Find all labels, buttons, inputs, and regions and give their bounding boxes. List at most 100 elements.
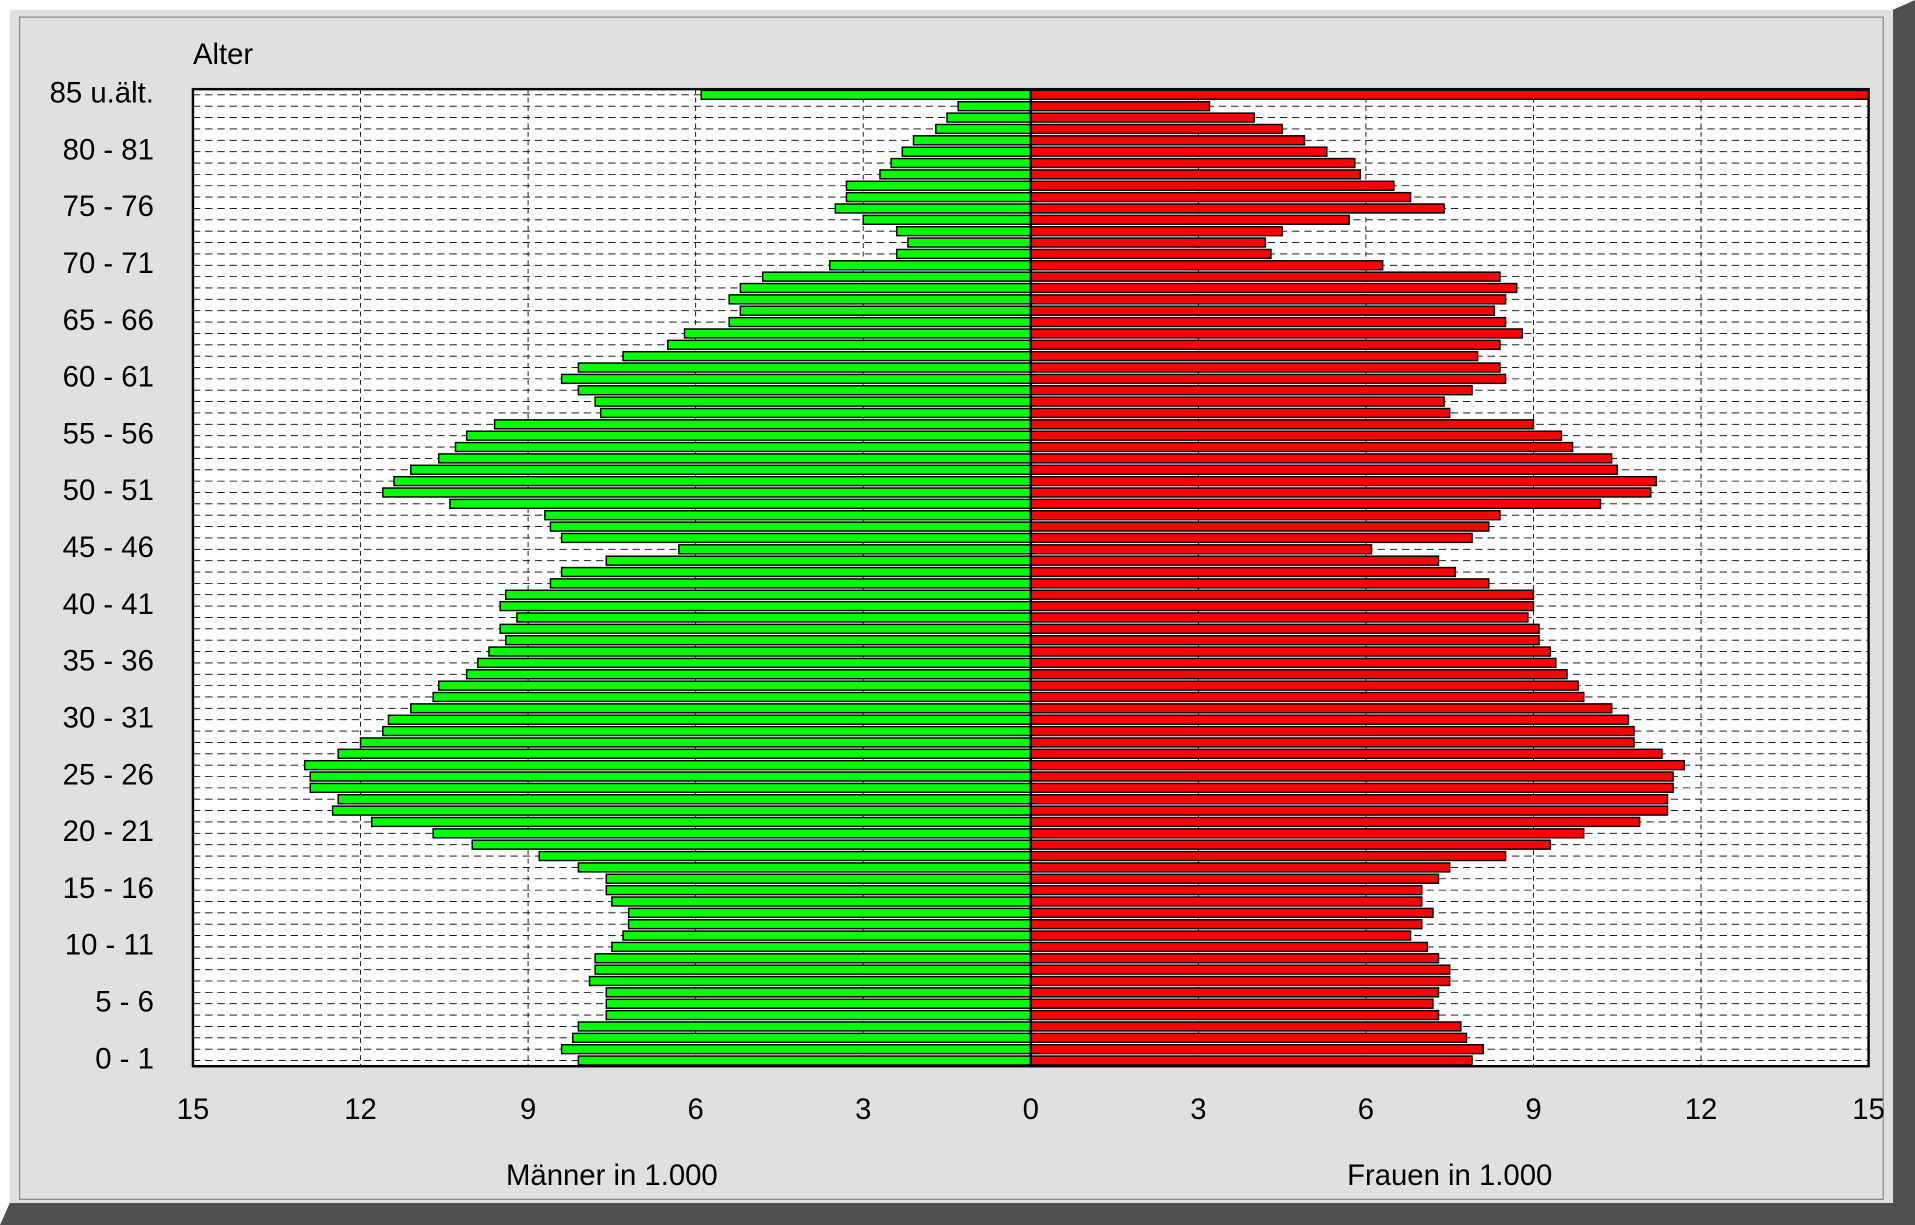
bar bbox=[505, 634, 1032, 646]
bar bbox=[393, 475, 1032, 487]
bar bbox=[1030, 123, 1283, 135]
bar bbox=[488, 646, 1032, 657]
bar bbox=[1030, 294, 1507, 305]
bar bbox=[1030, 441, 1574, 453]
y-tick-label: 55 - 56 bbox=[63, 417, 154, 450]
bar bbox=[1030, 135, 1306, 146]
bar bbox=[1030, 862, 1451, 873]
bar bbox=[1030, 839, 1551, 850]
bar bbox=[1030, 703, 1613, 714]
bar bbox=[1030, 998, 1434, 1009]
y-tick-label: 10 - 11 bbox=[65, 929, 154, 962]
bar bbox=[1030, 510, 1501, 521]
bar bbox=[370, 816, 1032, 828]
bar bbox=[437, 680, 1032, 691]
y-tick-label: 20 - 21 bbox=[63, 815, 154, 848]
bar bbox=[935, 123, 1032, 135]
bar bbox=[828, 260, 1032, 271]
bar bbox=[1030, 578, 1490, 589]
bar bbox=[901, 146, 1032, 157]
x-tick-label: 12 bbox=[344, 1093, 377, 1126]
bar bbox=[1030, 714, 1630, 725]
bar bbox=[1030, 248, 1272, 260]
bar bbox=[337, 748, 1032, 759]
bar bbox=[449, 498, 1032, 510]
bar bbox=[761, 271, 1032, 282]
bar bbox=[499, 623, 1032, 635]
bar bbox=[946, 112, 1032, 123]
bar bbox=[605, 884, 1032, 896]
bar bbox=[1030, 1055, 1473, 1066]
bar bbox=[577, 362, 1032, 373]
bar bbox=[1030, 521, 1490, 532]
bar bbox=[1030, 941, 1429, 953]
x-tick-label: 9 bbox=[520, 1093, 536, 1126]
bar bbox=[611, 941, 1032, 953]
bar bbox=[728, 316, 1032, 328]
bar bbox=[1030, 362, 1501, 373]
y-tick-label: 30 - 31 bbox=[63, 701, 154, 734]
bar bbox=[1030, 646, 1551, 657]
bar bbox=[560, 373, 1032, 385]
bar bbox=[611, 896, 1032, 907]
bar bbox=[1030, 623, 1540, 635]
bar bbox=[1030, 101, 1211, 112]
bar bbox=[1030, 464, 1618, 475]
bar bbox=[1030, 930, 1412, 941]
x-tick-label: 15 bbox=[177, 1093, 210, 1126]
bar bbox=[1030, 305, 1496, 316]
bar bbox=[1030, 157, 1356, 169]
y-tick-label: 70 - 71 bbox=[63, 247, 154, 280]
bar bbox=[605, 987, 1032, 998]
bar bbox=[560, 532, 1032, 544]
bar bbox=[437, 453, 1032, 464]
bar bbox=[890, 157, 1032, 169]
bar bbox=[1030, 328, 1524, 339]
bar bbox=[1030, 350, 1479, 362]
bar bbox=[1030, 680, 1579, 691]
bar bbox=[862, 214, 1032, 226]
bar bbox=[605, 1009, 1032, 1021]
plot-border bbox=[191, 87, 1870, 1068]
bar bbox=[1030, 1032, 1468, 1044]
bar bbox=[907, 237, 1032, 248]
bar bbox=[845, 180, 1032, 191]
bar bbox=[465, 669, 1032, 680]
y-tick-label: 65 - 66 bbox=[63, 304, 154, 337]
y-tick-label: 0 - 1 bbox=[95, 1042, 154, 1075]
bar bbox=[845, 191, 1032, 203]
bar bbox=[577, 862, 1032, 873]
bar bbox=[1030, 385, 1473, 396]
bar bbox=[1030, 669, 1568, 680]
bar bbox=[1030, 657, 1557, 669]
bar bbox=[1030, 1021, 1462, 1032]
x-tick-label: 6 bbox=[688, 1093, 704, 1126]
bar bbox=[594, 964, 1032, 975]
x-tick-label: 15 bbox=[1852, 1093, 1885, 1126]
bar bbox=[1030, 225, 1283, 237]
bar bbox=[1030, 896, 1423, 907]
bar bbox=[538, 850, 1032, 862]
bar bbox=[1030, 987, 1440, 998]
bar bbox=[599, 407, 1032, 419]
bar bbox=[382, 725, 1032, 737]
bar bbox=[1030, 850, 1507, 862]
bar bbox=[516, 612, 1032, 623]
bar bbox=[410, 703, 1032, 714]
bar bbox=[1030, 805, 1669, 816]
y-tick-label: 50 - 51 bbox=[63, 474, 154, 507]
bar bbox=[1030, 146, 1328, 157]
bar bbox=[1030, 953, 1440, 964]
bar bbox=[544, 510, 1032, 521]
bar bbox=[549, 578, 1032, 589]
y-tick-label: 40 - 41 bbox=[63, 588, 154, 621]
bar bbox=[465, 430, 1032, 441]
bar bbox=[1030, 89, 1870, 101]
bar bbox=[1030, 964, 1451, 975]
bar bbox=[594, 953, 1032, 964]
bar bbox=[1030, 203, 1445, 214]
x-tick-label: 9 bbox=[1525, 1093, 1541, 1126]
bar bbox=[309, 782, 1032, 794]
bar bbox=[683, 328, 1032, 339]
